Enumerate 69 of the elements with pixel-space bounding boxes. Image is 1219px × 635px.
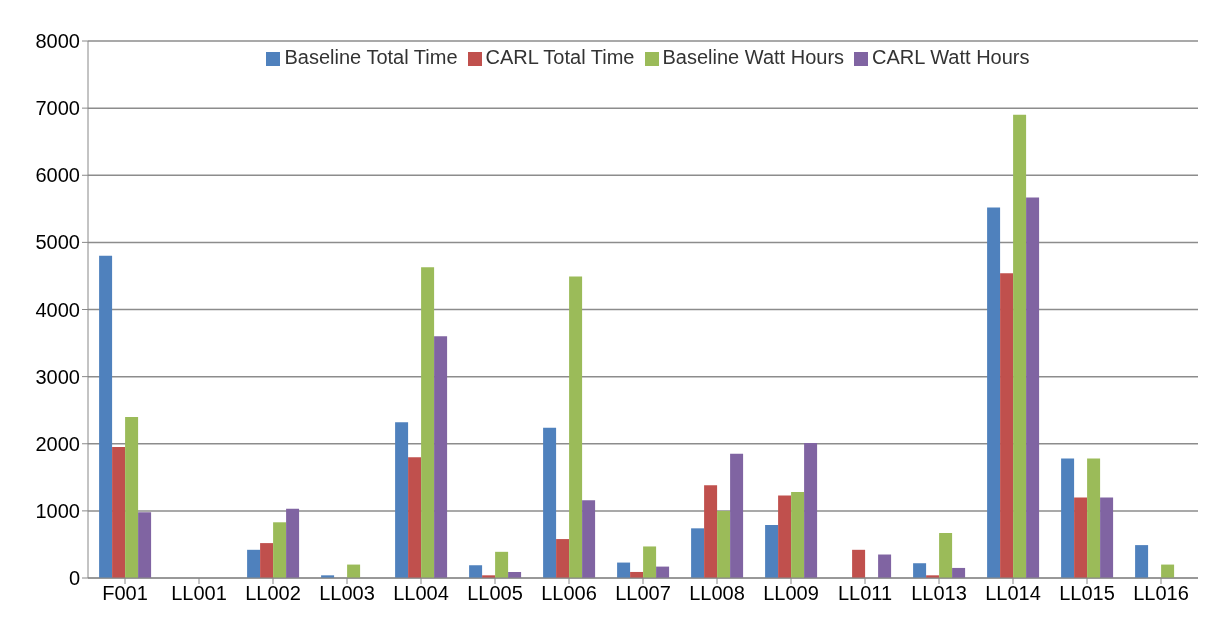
x-tick-label: LL003 [319, 582, 375, 605]
y-tick-label: 2000 [35, 432, 80, 455]
x-tick-label: LL008 [689, 582, 745, 605]
bar [273, 522, 287, 578]
x-tick-label: F001 [102, 582, 148, 605]
y-tick-label: 5000 [35, 231, 80, 254]
bar [939, 533, 953, 578]
legend-label: CARL Watt Hours [872, 46, 1030, 68]
y-tick-label: 3000 [35, 365, 80, 388]
bar [878, 554, 892, 578]
x-tick-label: LL005 [467, 582, 523, 605]
bar [495, 551, 509, 578]
y-tick-label: 4000 [35, 298, 80, 321]
bar [421, 267, 435, 578]
bar [556, 539, 570, 578]
bar [1013, 114, 1027, 578]
y-tick-label: 0 [68, 567, 80, 590]
bar [765, 524, 779, 578]
bar [1087, 458, 1101, 578]
x-tick-label: LL004 [393, 582, 449, 605]
x-tick-label: LL002 [245, 582, 301, 605]
bar [643, 546, 657, 578]
x-tick-label: LL009 [763, 582, 819, 605]
bar [730, 453, 744, 578]
bar [852, 549, 866, 578]
bar [543, 427, 557, 578]
bar [138, 512, 152, 578]
x-tick-label: LL001 [171, 582, 227, 605]
x-tick-label: LL016 [1133, 582, 1189, 605]
bar [1100, 497, 1114, 578]
bar [617, 562, 631, 578]
bar [1074, 497, 1088, 578]
bar [247, 549, 261, 578]
bar [717, 510, 731, 578]
bar [987, 207, 1001, 578]
y-tick-label: 6000 [35, 164, 80, 187]
bar [1135, 545, 1149, 578]
y-tick-label: 8000 [35, 30, 80, 53]
bar [804, 443, 818, 578]
bar [704, 485, 718, 578]
y-tick-label: 1000 [35, 499, 80, 522]
bar [99, 255, 113, 578]
x-tick-label: LL014 [985, 582, 1041, 605]
bar [1026, 197, 1040, 578]
bar [569, 276, 583, 578]
x-tick-label: LL015 [1059, 582, 1115, 605]
x-tick-label: LL011 [837, 582, 893, 605]
bar [408, 457, 422, 578]
bar [691, 528, 705, 578]
bar [434, 336, 448, 578]
x-tick-label: LL006 [541, 582, 597, 605]
bar [1000, 273, 1014, 578]
legend-label: CARL Total Time [485, 46, 635, 68]
bar [469, 565, 483, 578]
bar [778, 495, 792, 578]
bar [582, 500, 596, 578]
legend-label: Baseline Total Time [284, 46, 458, 68]
bar [913, 563, 927, 578]
bar [791, 492, 805, 578]
bar [125, 416, 139, 578]
y-tick-label: 7000 [35, 97, 80, 120]
bar [286, 508, 300, 578]
bar [1061, 458, 1075, 578]
bar [395, 422, 409, 578]
bar [112, 447, 126, 578]
bar [260, 543, 274, 578]
x-tick-label: LL013 [911, 582, 967, 605]
x-tick-label: LL007 [615, 582, 671, 605]
legend-label: Baseline Watt Hours [662, 46, 845, 68]
